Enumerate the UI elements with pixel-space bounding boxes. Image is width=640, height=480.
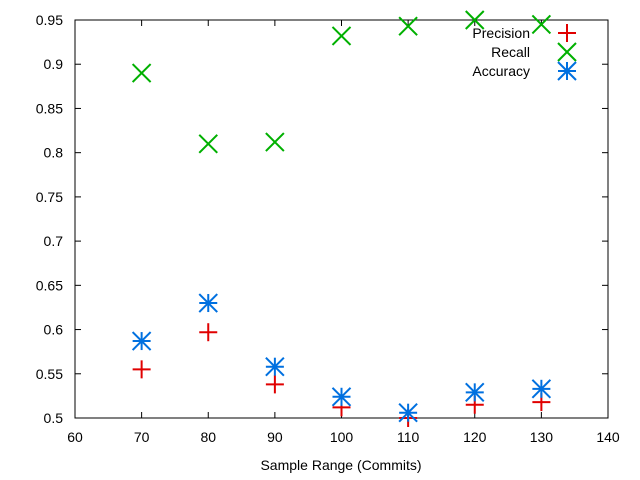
y-tick-label: 0.85 [36, 100, 63, 116]
x-tick-label: 90 [267, 429, 283, 445]
x-tick-label: 140 [596, 429, 620, 445]
y-tick-label: 0.5 [44, 410, 64, 426]
x-tick-label: 80 [200, 429, 216, 445]
legend-marker-accuracy [557, 61, 577, 81]
legend-label: Recall [491, 44, 530, 60]
data-point-recall [331, 26, 352, 46]
data-point-recall [131, 63, 152, 83]
y-tick-label: 0.95 [36, 12, 63, 28]
data-point-recall [465, 10, 485, 30]
data-point-accuracy [131, 331, 152, 351]
legend-marker-recall [557, 42, 577, 62]
y-tick-label: 0.75 [36, 189, 63, 205]
legend: Precision Recall Accuracy [472, 24, 577, 81]
series-precision [132, 323, 551, 427]
axis-tick-labels: 60 70 80 90 100 110 120 130 140 0.5 0.55 0.6 0.65 0.7… [36, 12, 620, 445]
y-tick-label: 0.65 [36, 277, 63, 293]
legend-marker-precision [558, 24, 576, 42]
data-point-accuracy [331, 387, 352, 407]
data-point-recall [531, 14, 552, 35]
y-tick-label: 0.6 [44, 322, 64, 338]
data-point-precision [132, 360, 151, 379]
y-tick-label: 0.8 [44, 145, 64, 161]
series-accuracy [131, 293, 552, 423]
data-markers [131, 10, 552, 427]
x-tick-label: 120 [463, 429, 487, 445]
data-point-recall [265, 132, 285, 152]
data-point-accuracy [198, 293, 218, 313]
data-point-accuracy [531, 379, 552, 399]
legend-label: Accuracy [472, 63, 530, 79]
data-point-accuracy [265, 356, 285, 377]
y-tick-label: 0.55 [36, 366, 63, 382]
x-axis-title: Sample Range (Commits) [260, 457, 421, 473]
x-tick-label: 110 [397, 429, 420, 445]
data-point-accuracy [398, 402, 418, 423]
x-tick-label: 130 [530, 429, 554, 445]
data-point-recall [198, 134, 218, 154]
x-tick-label: 60 [67, 429, 83, 445]
axis-ticks [74, 19, 609, 419]
x-tick-label: 100 [330, 429, 354, 445]
legend-label: Precision [472, 25, 530, 41]
data-point-recall [398, 16, 418, 36]
series-recall [131, 10, 552, 154]
data-point-accuracy [465, 382, 485, 403]
y-tick-label: 0.9 [44, 56, 64, 72]
plot-frame [74, 19, 609, 419]
x-tick-label: 70 [134, 429, 150, 445]
data-point-precision [199, 323, 218, 342]
data-point-precision [265, 375, 284, 394]
y-tick-label: 0.7 [44, 233, 64, 249]
